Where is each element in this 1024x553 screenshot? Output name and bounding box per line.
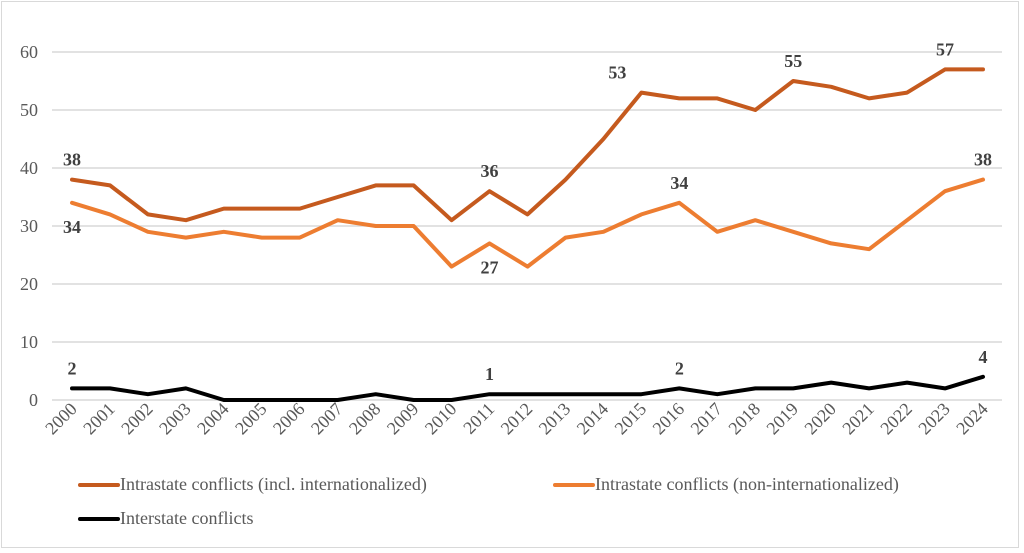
legend-swatch (553, 482, 595, 487)
y-tick-label: 40 (20, 158, 38, 178)
data-label: 55 (784, 51, 802, 71)
y-tick-label: 30 (20, 216, 38, 236)
y-tick-label: 60 (20, 42, 38, 62)
data-label: 27 (481, 257, 499, 277)
data-label: 38 (63, 150, 81, 170)
data-labels: 38 36 53 55 57 34 27 34 38 2 1 2 4 (63, 39, 992, 384)
legend-swatch (78, 482, 120, 487)
data-label: 1 (485, 364, 494, 384)
data-label: 4 (979, 347, 988, 367)
y-tick-label: 0 (29, 390, 38, 410)
data-label: 38 (974, 150, 992, 170)
legend-label: Interstate conflicts (120, 508, 254, 528)
y-tick-label: 10 (20, 332, 38, 352)
data-label: 2 (68, 358, 77, 378)
legend-item: Interstate conflicts (78, 508, 253, 529)
data-label: 36 (481, 161, 499, 181)
legend-label: Intrastate conflicts (non-internationali… (595, 474, 899, 494)
legend-item: Intrastate conflicts (non-internationali… (553, 474, 899, 495)
series-lines (70, 67, 985, 402)
gridlines (52, 51, 1002, 401)
y-tick-label: 20 (20, 274, 38, 294)
legend-item: Intrastate conflicts (incl. internationa… (78, 474, 427, 495)
data-label: 2 (675, 358, 684, 378)
legend-swatch (78, 516, 120, 521)
data-label: 34 (670, 173, 688, 193)
data-label: 57 (936, 39, 954, 59)
y-tick-label: 50 (20, 100, 38, 120)
data-label: 34 (63, 217, 81, 237)
y-axis-ticks: 0 10 20 30 40 50 60 (20, 42, 38, 410)
legend-label: Intrastate conflicts (incl. internationa… (120, 474, 427, 494)
data-label: 53 (608, 63, 626, 83)
